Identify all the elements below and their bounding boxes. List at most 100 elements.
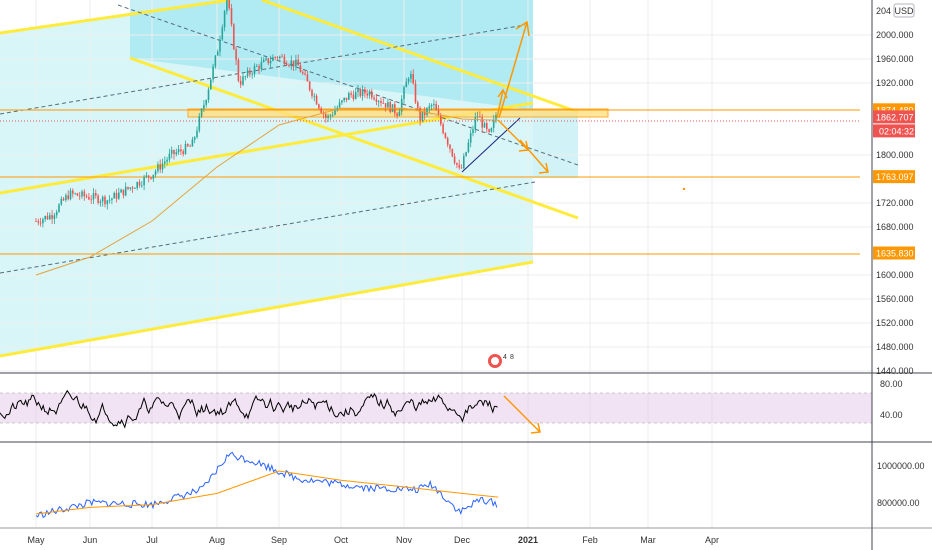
candle-body bbox=[260, 62, 263, 70]
candle-body bbox=[251, 74, 253, 76]
candle-body bbox=[354, 92, 357, 100]
candle-body bbox=[76, 193, 79, 196]
candle-body bbox=[442, 124, 444, 134]
projection-fill bbox=[533, 110, 578, 178]
candle-body bbox=[168, 153, 171, 160]
candle-body bbox=[46, 215, 49, 220]
candle-body bbox=[302, 72, 304, 74]
candle-body bbox=[433, 103, 435, 105]
candle-body bbox=[97, 195, 99, 203]
candle-body bbox=[187, 144, 189, 147]
svg-text:4: 4 bbox=[503, 354, 507, 361]
candle-body bbox=[375, 99, 378, 102]
candle-body bbox=[106, 200, 109, 205]
candle-body bbox=[53, 215, 56, 219]
top-tick-partial: 204 bbox=[876, 6, 891, 16]
candle-body bbox=[90, 199, 92, 201]
candle-body bbox=[400, 98, 403, 112]
candle-body bbox=[311, 90, 313, 97]
broad-channel-fill bbox=[0, 0, 533, 356]
countdown-badge bbox=[873, 124, 915, 138]
price-axis[interactable]: 2000.000 1960.000 1920.000 1800.000 1720.000… bbox=[876, 30, 925, 508]
level-badge-label: 1874.480 bbox=[876, 105, 914, 115]
candle-body bbox=[465, 152, 467, 157]
candle-body bbox=[437, 110, 440, 116]
price-tick-label: 1800.000 bbox=[876, 150, 914, 160]
candle-body bbox=[223, 11, 226, 28]
candle-body bbox=[205, 100, 207, 105]
price-tick-label: 1600.000 bbox=[876, 270, 914, 280]
candle-body bbox=[246, 70, 249, 77]
candle-body bbox=[449, 144, 451, 149]
time-tick-label: Jun bbox=[83, 535, 98, 545]
candle-body bbox=[111, 198, 113, 200]
countdown-label: 02:04:32 bbox=[879, 126, 914, 136]
lower-channel-line bbox=[0, 260, 534, 358]
price-tick-label: 1920.000 bbox=[876, 78, 914, 88]
candle-body bbox=[157, 164, 159, 172]
price-tick-label: 1960.000 bbox=[876, 54, 914, 64]
arrow-up-big-head bbox=[515, 20, 530, 37]
currency-tag[interactable] bbox=[893, 3, 915, 18]
candle-body bbox=[495, 115, 497, 120]
arrow-up-big bbox=[498, 21, 528, 119]
candle-body bbox=[65, 195, 67, 201]
candle-body bbox=[435, 103, 437, 111]
candle-body bbox=[306, 74, 309, 82]
price-grid bbox=[0, 0, 872, 527]
candle-body bbox=[304, 73, 306, 75]
candle-body bbox=[327, 115, 329, 119]
candle-body bbox=[265, 58, 267, 60]
candle-body bbox=[207, 89, 210, 101]
candle-body bbox=[99, 201, 102, 203]
candle-body bbox=[145, 175, 148, 177]
arrow-up-small bbox=[496, 89, 504, 119]
candle-body bbox=[297, 59, 299, 66]
candle-body bbox=[456, 162, 458, 165]
arrow-down bbox=[519, 139, 549, 173]
candle-body bbox=[492, 119, 495, 129]
candle-body bbox=[361, 89, 364, 96]
candle-body bbox=[276, 57, 279, 59]
candle-body bbox=[143, 176, 145, 186]
candle-body bbox=[237, 59, 240, 81]
candle-body bbox=[49, 215, 51, 220]
arrow-up-small-head bbox=[497, 88, 508, 99]
volume-tick-label: 1000000.00 bbox=[877, 461, 925, 471]
candle-body bbox=[175, 152, 178, 155]
candle-body bbox=[88, 196, 90, 200]
level-badge-label: 1635.830 bbox=[876, 249, 914, 259]
candle-body bbox=[253, 66, 256, 75]
candle-body bbox=[288, 65, 290, 66]
candle-body bbox=[426, 108, 428, 115]
candle-body bbox=[476, 116, 479, 118]
volume-line bbox=[35, 451, 498, 519]
candle-body bbox=[483, 123, 486, 128]
price-tick-label: 1440.000 bbox=[876, 366, 914, 376]
events-icon[interactable]: 4 8 bbox=[488, 354, 514, 368]
volume-pane bbox=[35, 451, 499, 519]
candle-body bbox=[283, 56, 286, 65]
candle-body bbox=[258, 65, 260, 70]
candle-body bbox=[359, 89, 362, 96]
candle-body bbox=[481, 117, 483, 128]
dashed-upper-line bbox=[0, 24, 526, 115]
candle-body bbox=[290, 60, 293, 66]
candle-body bbox=[366, 93, 368, 96]
channel-fills bbox=[0, 0, 578, 356]
candle-body bbox=[279, 56, 281, 59]
price-tick-label: 2000.000 bbox=[876, 30, 914, 40]
candle-body bbox=[407, 78, 410, 82]
candle-body bbox=[55, 211, 58, 216]
candle-body bbox=[387, 102, 389, 108]
time-axis[interactable]: May Jun Jul Aug Sep Oct Nov Dec 2021 Feb Mar Apr bbox=[27, 535, 719, 545]
candle-body bbox=[267, 58, 270, 64]
candle-body bbox=[244, 76, 247, 78]
candle-body bbox=[219, 39, 221, 52]
candle-body bbox=[272, 57, 274, 61]
candle-body bbox=[486, 123, 488, 130]
candle-body bbox=[249, 70, 251, 75]
candle-body bbox=[173, 149, 175, 155]
candle-body bbox=[348, 93, 350, 100]
